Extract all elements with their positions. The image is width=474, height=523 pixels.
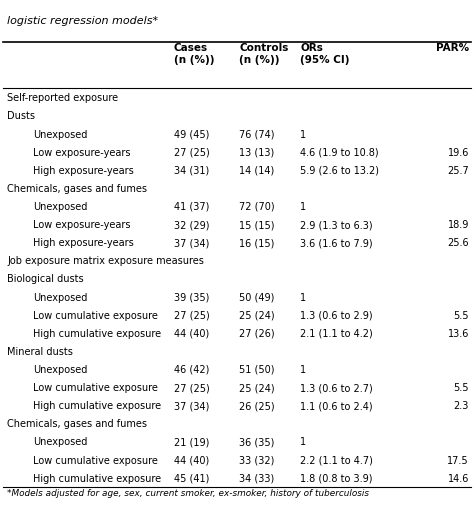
Text: 2.3: 2.3 [454,401,469,411]
Text: 27 (25): 27 (25) [174,383,210,393]
Text: 18.9: 18.9 [447,220,469,230]
Text: *Models adjusted for age, sex, current smoker, ex-smoker, history of tuberculosi: *Models adjusted for age, sex, current s… [8,489,369,498]
Text: 15 (15): 15 (15) [239,220,275,230]
Text: Job exposure matrix exposure measures: Job exposure matrix exposure measures [8,256,204,266]
Text: 27 (25): 27 (25) [174,311,210,321]
Text: Dusts: Dusts [8,111,36,121]
Text: 1: 1 [300,202,306,212]
Text: 27 (25): 27 (25) [174,147,210,157]
Text: Low cumulative exposure: Low cumulative exposure [33,456,158,465]
Text: 32 (29): 32 (29) [174,220,209,230]
Text: Chemicals, gases and fumes: Chemicals, gases and fumes [8,419,147,429]
Text: 26 (25): 26 (25) [239,401,275,411]
Text: Unexposed: Unexposed [33,202,88,212]
Text: 1.8 (0.8 to 3.9): 1.8 (0.8 to 3.9) [300,474,373,484]
Text: 2.2 (1.1 to 4.7): 2.2 (1.1 to 4.7) [300,456,373,465]
Text: Self-reported exposure: Self-reported exposure [8,93,118,104]
Text: 25 (24): 25 (24) [239,383,275,393]
Text: 13 (13): 13 (13) [239,147,274,157]
Text: 21 (19): 21 (19) [174,437,209,448]
Text: 14.6: 14.6 [447,474,469,484]
Text: 5.5: 5.5 [453,383,469,393]
Text: 44 (40): 44 (40) [174,329,209,339]
Text: 72 (70): 72 (70) [239,202,275,212]
Text: 5.9 (2.6 to 13.2): 5.9 (2.6 to 13.2) [300,166,379,176]
Text: Low exposure-years: Low exposure-years [33,147,131,157]
Text: Controls
(n (%)): Controls (n (%)) [239,42,289,65]
Text: 41 (37): 41 (37) [174,202,209,212]
Text: Biological dusts: Biological dusts [8,275,84,285]
Text: 50 (49): 50 (49) [239,292,275,302]
Text: 34 (31): 34 (31) [174,166,209,176]
Text: Unexposed: Unexposed [33,292,88,302]
Text: 25.7: 25.7 [447,166,469,176]
Text: 2.9 (1.3 to 6.3): 2.9 (1.3 to 6.3) [300,220,373,230]
Text: PAR%: PAR% [436,42,469,53]
Text: High exposure-years: High exposure-years [33,238,134,248]
Text: 25.6: 25.6 [447,238,469,248]
Text: 1.1 (0.6 to 2.4): 1.1 (0.6 to 2.4) [300,401,373,411]
Text: 27 (26): 27 (26) [239,329,275,339]
Text: High cumulative exposure: High cumulative exposure [33,329,161,339]
Text: 49 (45): 49 (45) [174,130,209,140]
Text: 76 (74): 76 (74) [239,130,275,140]
Text: 13.6: 13.6 [447,329,469,339]
Text: 19.6: 19.6 [447,147,469,157]
Text: 33 (32): 33 (32) [239,456,275,465]
Text: Unexposed: Unexposed [33,130,88,140]
Text: High cumulative exposure: High cumulative exposure [33,401,161,411]
Text: Chemicals, gases and fumes: Chemicals, gases and fumes [8,184,147,194]
Text: Low exposure-years: Low exposure-years [33,220,131,230]
Text: 34 (33): 34 (33) [239,474,274,484]
Text: 1: 1 [300,292,306,302]
Text: 45 (41): 45 (41) [174,474,209,484]
Text: 39 (35): 39 (35) [174,292,209,302]
Text: 3.6 (1.6 to 7.9): 3.6 (1.6 to 7.9) [300,238,373,248]
Text: 1.3 (0.6 to 2.7): 1.3 (0.6 to 2.7) [300,383,373,393]
Text: Low cumulative exposure: Low cumulative exposure [33,383,158,393]
Text: 36 (35): 36 (35) [239,437,275,448]
Text: Unexposed: Unexposed [33,365,88,375]
Text: Low cumulative exposure: Low cumulative exposure [33,311,158,321]
Text: 44 (40): 44 (40) [174,456,209,465]
Text: 1.3 (0.6 to 2.9): 1.3 (0.6 to 2.9) [300,311,373,321]
Text: 37 (34): 37 (34) [174,238,209,248]
Text: Unexposed: Unexposed [33,437,88,448]
Text: 5.5: 5.5 [453,311,469,321]
Text: 46 (42): 46 (42) [174,365,209,375]
Text: 1: 1 [300,365,306,375]
Text: 1: 1 [300,130,306,140]
Text: 4.6 (1.9 to 10.8): 4.6 (1.9 to 10.8) [300,147,379,157]
Text: 2.1 (1.1 to 4.2): 2.1 (1.1 to 4.2) [300,329,373,339]
Text: logistic regression models*: logistic regression models* [8,16,159,26]
Text: Mineral dusts: Mineral dusts [8,347,73,357]
Text: Cases
(n (%)): Cases (n (%)) [174,42,214,65]
Text: High cumulative exposure: High cumulative exposure [33,474,161,484]
Text: 16 (15): 16 (15) [239,238,275,248]
Text: 1: 1 [300,437,306,448]
Text: 14 (14): 14 (14) [239,166,274,176]
Text: 37 (34): 37 (34) [174,401,209,411]
Text: 25 (24): 25 (24) [239,311,275,321]
Text: 51 (50): 51 (50) [239,365,275,375]
Text: High exposure-years: High exposure-years [33,166,134,176]
Text: 17.5: 17.5 [447,456,469,465]
Text: ORs
(95% CI): ORs (95% CI) [300,42,350,65]
